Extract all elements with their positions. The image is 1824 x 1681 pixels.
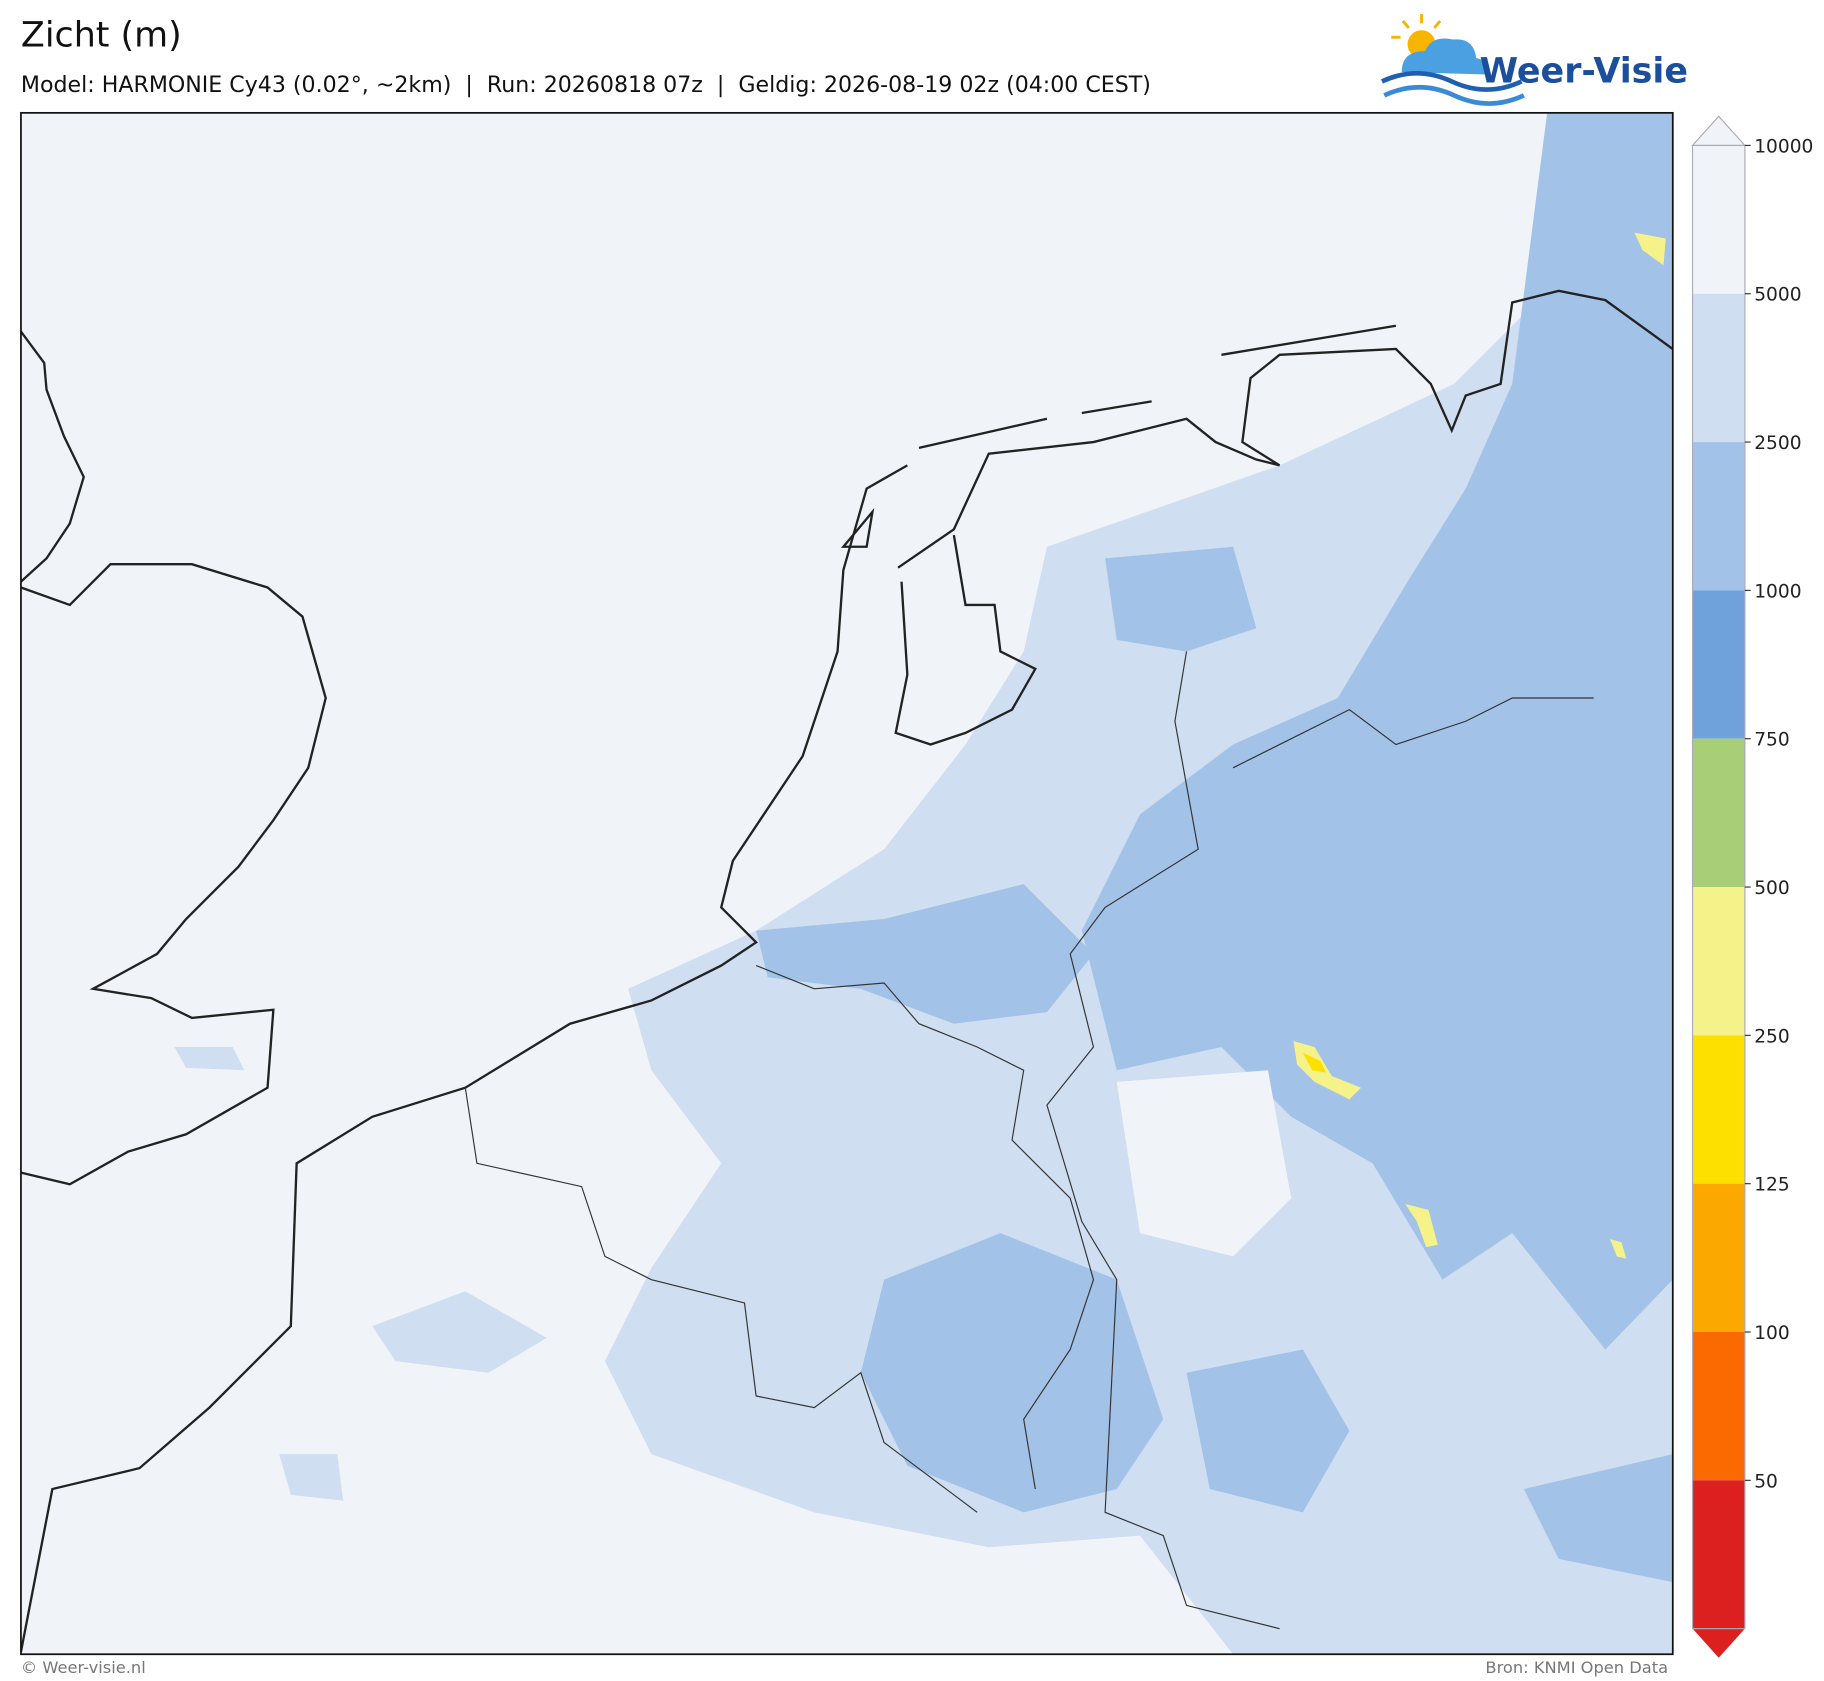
colorbar-band bbox=[1692, 1183, 1745, 1333]
colorbar-tick-label: 250 bbox=[1754, 1026, 1790, 1047]
colorbar-tick-label: 1000 bbox=[1754, 581, 1801, 602]
colorbar-band bbox=[1692, 1332, 1745, 1481]
colorbar-band bbox=[1692, 1035, 1745, 1184]
colorbar-band bbox=[1692, 442, 1745, 591]
colorbar-band bbox=[1692, 738, 1745, 888]
colorbar-tick-label: 10000 bbox=[1754, 136, 1813, 157]
title: Zicht (m) bbox=[21, 16, 182, 56]
logo-text: Weer-Visie bbox=[1480, 52, 1688, 92]
colorbar-band bbox=[1692, 145, 1745, 294]
coastlines bbox=[20, 289, 1673, 1653]
colorbar: 10000 5000 2500 1000 750 500 250 125 100 50 bbox=[1691, 115, 1813, 1658]
logo: Weer-Visie bbox=[1380, 13, 1688, 106]
colorbar-extend-top bbox=[1691, 115, 1747, 146]
colorbar-band bbox=[1692, 293, 1745, 443]
colorbar-tick-label: 750 bbox=[1754, 730, 1790, 751]
colorbar-band bbox=[1692, 887, 1745, 1036]
colorbar-band bbox=[1692, 1480, 1745, 1629]
colorbar-tick-label: 125 bbox=[1754, 1175, 1790, 1196]
map bbox=[20, 111, 1674, 1656]
visibility-field bbox=[174, 112, 1673, 1655]
borders bbox=[464, 651, 1594, 1630]
subtitle: Model: HARMONIE Cy43 (0.02°, ~2km) | Run… bbox=[21, 72, 1151, 98]
colorbar-tick-label: 50 bbox=[1754, 1471, 1778, 1492]
footer-left: © Weer-visie.nl bbox=[21, 1658, 146, 1677]
footer-right: Bron: KNMI Open Data bbox=[1485, 1658, 1668, 1677]
colorbar-tick-label: 500 bbox=[1754, 878, 1790, 899]
colorbar-tick-label: 100 bbox=[1754, 1323, 1790, 1344]
colorbar-extend-bottom bbox=[1692, 1628, 1745, 1658]
colorbar-tick-label: 2500 bbox=[1754, 433, 1801, 454]
colorbar-tick-label: 5000 bbox=[1754, 285, 1801, 306]
colorbar-band bbox=[1692, 590, 1745, 739]
